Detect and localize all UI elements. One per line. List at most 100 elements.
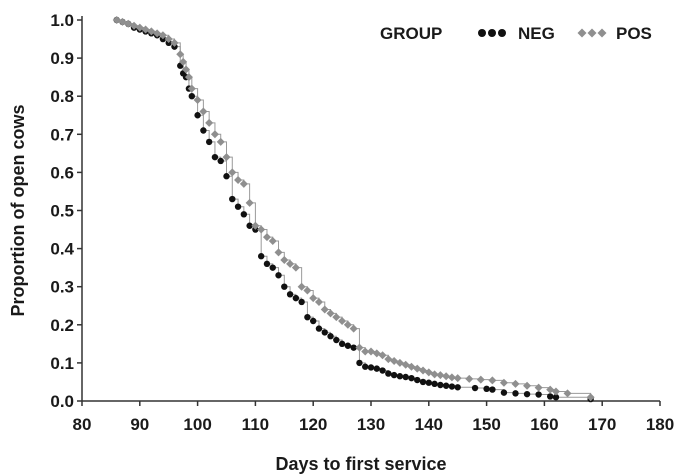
neg-point — [489, 386, 496, 393]
neg-point — [431, 380, 438, 388]
pos-point — [476, 375, 485, 384]
neg-point — [408, 374, 415, 382]
pos-point — [314, 297, 323, 306]
neg-point — [321, 329, 328, 336]
neg-point — [263, 260, 271, 268]
neg-point — [211, 153, 219, 161]
pos-point — [499, 378, 508, 387]
pos-point — [251, 221, 260, 230]
pos-point — [239, 179, 248, 188]
pos-point — [436, 371, 445, 380]
neg-point — [500, 389, 508, 396]
series-neg — [113, 16, 594, 403]
neg-point — [257, 253, 265, 260]
pos-point — [523, 381, 532, 390]
neg-point — [379, 367, 386, 374]
y-tick-label: 0.4 — [50, 240, 74, 259]
y-axis-ticks: 0.0 0.1 0.2 0.3 0.4 0.5 0.6 0.7 0.8 0.9 1.0 — [50, 11, 82, 411]
neg-point — [240, 211, 248, 218]
pos-point — [430, 370, 439, 379]
legend-pos-diamond — [597, 28, 607, 38]
neg-point — [315, 325, 323, 332]
pos-point — [303, 286, 312, 295]
pos-point — [338, 316, 347, 325]
pos-point — [170, 38, 179, 47]
pos-point — [320, 305, 329, 314]
y-axis-label: Proportion of open cows — [8, 105, 28, 317]
pos-point — [158, 31, 167, 40]
pos-point — [228, 168, 237, 177]
neg-point — [402, 373, 409, 381]
neg-point — [535, 391, 542, 398]
y-tick-label: 0.1 — [50, 354, 74, 373]
neg-point — [362, 363, 369, 370]
neg-point — [205, 138, 213, 146]
neg-point — [385, 370, 392, 377]
pos-point — [447, 373, 456, 382]
y-tick-label: 0.7 — [50, 125, 74, 144]
legend-neg-marker — [478, 29, 506, 37]
pos-point — [563, 389, 572, 398]
pos-point — [488, 376, 497, 385]
y-tick-label: 1.0 — [50, 11, 74, 30]
y-tick-label: 0.9 — [50, 49, 74, 68]
x-tick-label: 100 — [183, 415, 211, 434]
pos-point — [361, 347, 370, 356]
y-tick-label: 0.6 — [50, 163, 74, 182]
series-layer — [112, 16, 595, 403]
pos-point — [176, 50, 185, 59]
pos-point — [332, 313, 341, 322]
neg-point — [419, 378, 427, 386]
x-axis-label: Days to first service — [275, 454, 446, 474]
neg-point — [333, 336, 340, 344]
neg-point — [194, 112, 201, 119]
neg-point — [437, 381, 444, 389]
neg-point — [350, 344, 357, 351]
pos-point — [245, 198, 254, 207]
pos-point — [205, 118, 214, 127]
x-tick-label: 160 — [530, 415, 558, 434]
neg-point — [304, 313, 311, 321]
neg-point — [483, 385, 490, 393]
neg-point — [425, 379, 432, 386]
neg-point — [390, 371, 398, 379]
pos-point — [268, 236, 277, 245]
pos-point — [141, 25, 150, 34]
x-tick-label: 110 — [242, 415, 269, 434]
neg-point — [396, 373, 404, 380]
neg-point — [338, 340, 346, 348]
neg-point — [552, 393, 560, 401]
neg-point — [234, 203, 242, 210]
neg-point — [246, 222, 253, 229]
neg-point — [442, 382, 450, 389]
x-tick-label: 130 — [357, 415, 385, 434]
y-tick-label: 0.0 — [50, 392, 74, 411]
pos-point — [179, 57, 188, 66]
pos-point — [465, 374, 474, 383]
pos-point — [551, 387, 560, 396]
neg-point — [448, 383, 456, 390]
neg-point — [414, 376, 421, 384]
x-tick-label: 120 — [299, 415, 327, 434]
y-tick-label: 0.2 — [50, 316, 74, 335]
pos-point — [378, 351, 387, 360]
pos-point — [309, 294, 318, 303]
pos-point — [349, 324, 358, 333]
neg-point — [471, 384, 479, 392]
pos-point — [442, 372, 451, 381]
pos-point — [453, 374, 462, 383]
legend-neg-dot — [498, 29, 506, 37]
legend-neg-dot — [488, 29, 496, 37]
legend: GROUP NEG POS — [380, 24, 652, 43]
pos-point — [199, 107, 208, 116]
legend-neg-dot — [478, 29, 486, 37]
pos-point — [343, 320, 352, 329]
legend-label-neg: NEG — [518, 24, 555, 43]
neg-point — [546, 393, 554, 400]
x-tick-label: 170 — [588, 415, 616, 434]
neg-point — [512, 390, 519, 397]
pos-point — [262, 233, 271, 242]
neg-point — [217, 157, 224, 165]
legend-label-pos: POS — [616, 24, 652, 43]
pos-point — [291, 263, 300, 272]
